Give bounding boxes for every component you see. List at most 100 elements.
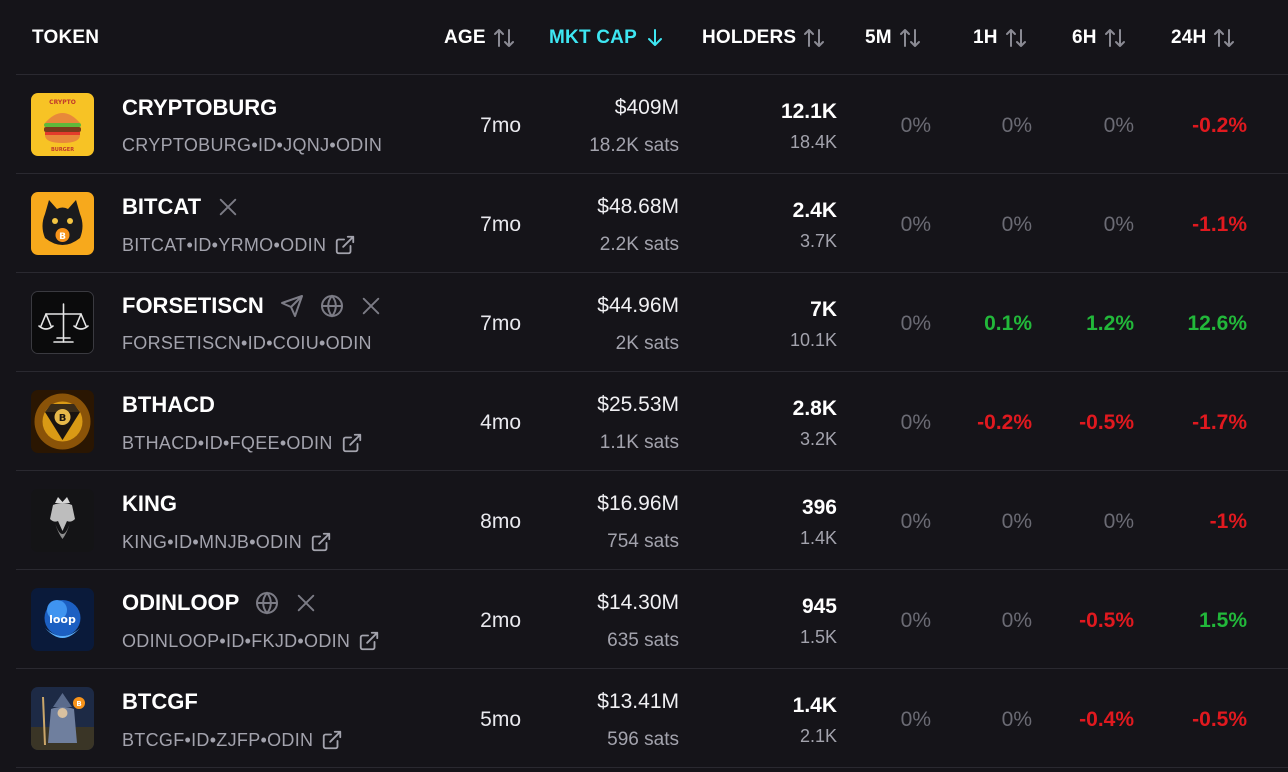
change-1h: 0.1%	[984, 312, 1032, 335]
token-ident: ODINLOOP•ID•FKJD•ODIN	[122, 630, 406, 652]
header-holders[interactable]: HOLDERS	[702, 0, 826, 75]
cat-logo: B	[31, 192, 94, 255]
holders-secondary: 3.2K	[799, 429, 837, 449]
table-row[interactable]: B BTHACD BTHACD•ID•FQEE•ODIN 4mo $25.53M…	[16, 372, 1288, 471]
sort-icon[interactable]	[802, 26, 826, 50]
change-24h: -1.1%	[1192, 213, 1247, 236]
external-link-icon[interactable]	[310, 531, 332, 553]
holders-secondary: 2.1K	[799, 726, 837, 746]
loop-logo: loop	[31, 588, 94, 651]
header-5m[interactable]: 5M	[865, 0, 922, 75]
holders-count: 7K	[810, 298, 837, 321]
market-cap: $409M	[614, 96, 679, 119]
market-cap: $16.96M	[597, 492, 679, 515]
table-row[interactable]: CRYPTO BURGER CRYPTOBURG CRYPTOBURG•ID•J…	[16, 75, 1288, 174]
header-holders-label: HOLDERS	[702, 26, 797, 48]
token-table: TOKEN AGE MKT CAP HOLDERS 5M	[16, 0, 1288, 768]
holders-count: 1.4K	[792, 694, 837, 717]
token-name-label: ODINLOOP	[122, 590, 240, 615]
token-ident: CRYPTOBURG•ID•JQNJ•ODIN	[122, 135, 406, 156]
table-row[interactable]: KING KING•ID•MNJB•ODIN 8mo $16.96M 754 s…	[16, 471, 1288, 570]
globe-icon[interactable]	[320, 294, 344, 318]
market-cap: $25.53M	[597, 393, 679, 416]
token-age: 7mo	[480, 114, 521, 137]
x-twitter-icon[interactable]	[217, 196, 239, 218]
header-age[interactable]: AGE	[444, 0, 516, 75]
token-name[interactable]: KING	[122, 491, 177, 517]
globe-icon[interactable]	[255, 591, 279, 615]
sort-icon[interactable]	[1103, 26, 1127, 50]
external-link-icon[interactable]	[334, 234, 356, 256]
token-age: 5mo	[480, 708, 521, 731]
sort-desc-icon[interactable]	[643, 26, 667, 50]
x-twitter-icon[interactable]	[295, 592, 317, 614]
token-name-label: BTCGF	[122, 689, 198, 714]
token-ident-label: ODINLOOP•ID•FKJD•ODIN	[122, 630, 351, 651]
market-cap: $44.96M	[597, 294, 679, 317]
token-name[interactable]: BTHACD	[122, 392, 215, 418]
token-age: 2mo	[480, 609, 521, 632]
market-cap: $14.30M	[597, 591, 679, 614]
price-sats: 596 sats	[607, 729, 679, 750]
change-5m: 0%	[900, 609, 931, 632]
token-age: 4mo	[480, 411, 521, 434]
header-token-label: TOKEN	[32, 26, 100, 48]
token-name[interactable]: BITCAT	[122, 194, 239, 220]
x-twitter-icon[interactable]	[360, 295, 382, 317]
change-24h: -1%	[1209, 510, 1247, 533]
change-5m: 0%	[900, 510, 931, 533]
token-ident-label: FORSETISCN•ID•COIU•ODIN	[122, 333, 372, 353]
header-6h[interactable]: 6H	[1072, 0, 1127, 75]
change-6h: 1.2%	[1086, 312, 1134, 335]
sort-icon[interactable]	[898, 26, 922, 50]
token-ident: BTCGF•ID•ZJFP•ODIN	[122, 729, 406, 751]
sort-icon[interactable]	[492, 26, 516, 50]
table-row[interactable]: B BTCGF BTCGF•ID•ZJFP•ODIN 5mo $13.41M 5…	[16, 669, 1288, 768]
table-row[interactable]: loop ODINLOOP ODINLOOP•ID•FKJD•ODIN 2mo …	[16, 570, 1288, 669]
diamond-logo: B	[31, 390, 94, 453]
table-row[interactable]: FORSETISCN FORSETISCN•ID•COIU•ODIN 7mo $…	[16, 273, 1288, 372]
change-24h: 1.5%	[1199, 609, 1247, 632]
token-name[interactable]: BTCGF	[122, 689, 198, 715]
change-5m: 0%	[900, 312, 931, 335]
king-logo	[31, 489, 94, 552]
header-mkt-cap[interactable]: MKT CAP	[549, 0, 667, 75]
token-name-label: FORSETISCN	[122, 293, 264, 318]
header-age-label: AGE	[444, 26, 486, 48]
token-ident-label: BITCAT•ID•YRMO•ODIN	[122, 234, 327, 255]
change-1h: 0%	[1001, 708, 1032, 731]
change-6h: -0.5%	[1079, 411, 1134, 434]
holders-secondary: 18.4K	[789, 132, 837, 152]
scales-logo	[31, 291, 94, 354]
external-link-icon[interactable]	[321, 729, 343, 751]
header-24h[interactable]: 24H	[1171, 0, 1236, 75]
header-token: TOKEN	[32, 0, 99, 75]
external-link-icon[interactable]	[358, 630, 380, 652]
token-name[interactable]: ODINLOOP	[122, 590, 317, 616]
table-row[interactable]: B BITCAT BITCAT•ID•YRMO•ODIN 7mo $48.68M…	[16, 174, 1288, 273]
telegram-icon[interactable]	[280, 294, 304, 318]
token-name[interactable]: FORSETISCN	[122, 293, 382, 319]
header-6h-label: 6H	[1072, 26, 1097, 48]
svg-text:loop: loop	[49, 613, 76, 626]
price-sats: 2.2K sats	[599, 234, 679, 255]
token-ident-label: BTHACD•ID•FQEE•ODIN	[122, 432, 333, 453]
external-link-icon[interactable]	[341, 432, 363, 454]
header-24h-label: 24H	[1171, 26, 1207, 48]
token-ident: FORSETISCN•ID•COIU•ODIN	[122, 333, 406, 354]
header-1h-label: 1H	[973, 26, 998, 48]
svg-text:CRYPTO: CRYPTO	[49, 99, 76, 106]
table-header: TOKEN AGE MKT CAP HOLDERS 5M	[16, 0, 1288, 75]
sort-icon[interactable]	[1212, 26, 1236, 50]
price-sats: 754 sats	[607, 531, 679, 552]
holders-count: 396	[801, 496, 837, 519]
price-sats: 2K sats	[615, 333, 679, 354]
header-1h[interactable]: 1H	[973, 0, 1028, 75]
token-name[interactable]: CRYPTOBURG	[122, 95, 277, 121]
change-1h: 0%	[1001, 114, 1032, 137]
sort-icon[interactable]	[1004, 26, 1028, 50]
change-1h: 0%	[1001, 510, 1032, 533]
change-5m: 0%	[900, 213, 931, 236]
market-cap: $13.41M	[597, 690, 679, 713]
token-name-label: BTHACD	[122, 392, 215, 417]
